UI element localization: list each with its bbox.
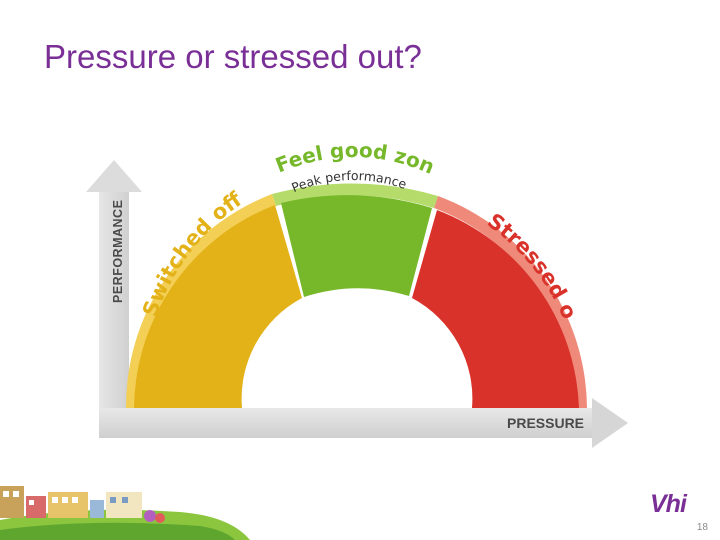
outer-band-top xyxy=(272,183,438,208)
y-axis-arrow xyxy=(86,160,142,438)
x-axis-arrow xyxy=(99,398,628,448)
zone-stressed-out xyxy=(412,210,579,408)
outer-band-left xyxy=(125,194,276,408)
zone-label-feel-good: Feel good zone xyxy=(0,0,438,179)
page-number: 18 xyxy=(696,522,708,533)
footer-village-graphic xyxy=(0,486,250,540)
x-axis-label: PRESSURE xyxy=(507,415,584,431)
slide-title: Pressure or stressed out? xyxy=(44,38,422,75)
vhi-logo: Vhi xyxy=(650,490,687,518)
zone-switched-off xyxy=(134,205,302,408)
zone-feel-good xyxy=(281,195,432,297)
y-axis-label: PERFORMANCE xyxy=(111,200,125,303)
outer-band-right xyxy=(434,196,587,408)
zone-label-feel-good-text: Feel good zone xyxy=(0,0,438,179)
